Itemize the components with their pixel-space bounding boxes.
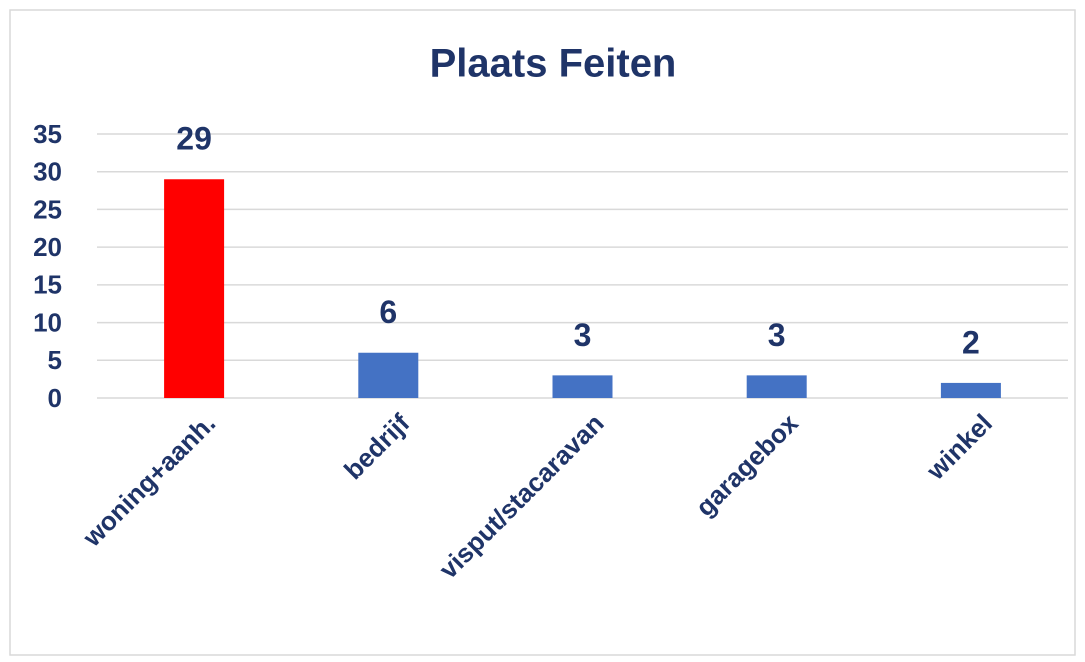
y-tick-label: 10 bbox=[33, 307, 62, 337]
y-tick-label: 0 bbox=[48, 383, 62, 413]
y-tick-label: 35 bbox=[33, 119, 62, 149]
bar bbox=[358, 352, 419, 398]
chart-title: Plaats Feiten bbox=[430, 42, 677, 86]
bar bbox=[164, 179, 225, 398]
bar bbox=[746, 375, 807, 398]
data-label: 2 bbox=[962, 324, 980, 360]
data-label: 3 bbox=[768, 317, 786, 353]
y-tick-label: 30 bbox=[33, 157, 62, 187]
bar bbox=[552, 375, 613, 398]
data-label: 3 bbox=[574, 317, 592, 353]
y-tick-label: 20 bbox=[33, 232, 62, 262]
data-label: 29 bbox=[176, 121, 212, 157]
y-tick-label: 25 bbox=[33, 194, 62, 224]
y-tick-label: 15 bbox=[33, 270, 62, 300]
y-tick-label: 5 bbox=[48, 345, 62, 375]
data-label: 6 bbox=[379, 294, 397, 330]
bar bbox=[940, 382, 1001, 398]
